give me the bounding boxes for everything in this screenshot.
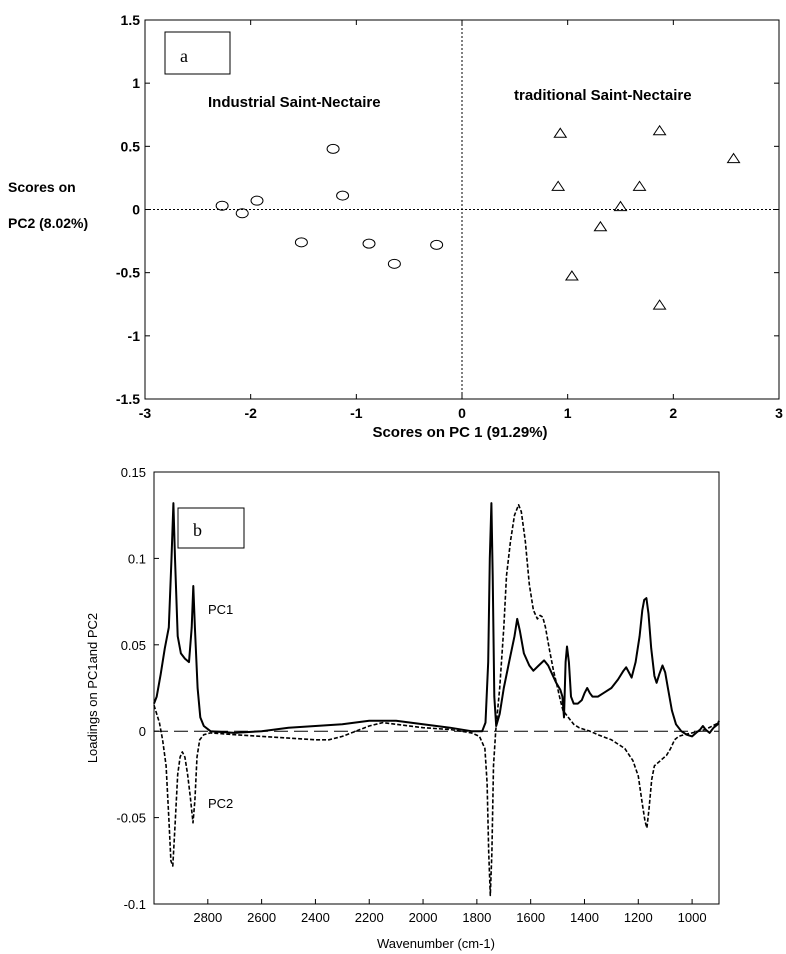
panel-b-x-axis-label: Wavenumber (cm-1) (377, 936, 495, 951)
panel-b-x-axis: 2800 2600 2400 2200 2000 1800 1600 1400 1200 1000 (193, 899, 707, 925)
panel-b-x-tick-label: 2800 (193, 910, 222, 925)
panel-a-y-axis-label-line2: PC2 (8.02%) (8, 215, 88, 231)
panel-b-y-tick-label: -0.05 (116, 811, 146, 826)
panel-b-x-tick-label: 1400 (570, 910, 599, 925)
panel-a-label-box (164, 31, 231, 75)
panel-b-y-tick-label: 0.15 (121, 465, 146, 480)
panel-b-series (153, 502, 720, 897)
traditional-score-point (551, 180, 566, 191)
traditional-score-point (613, 200, 628, 212)
traditional-score-point (632, 180, 647, 191)
industrial-score-point (326, 143, 340, 154)
panel-a-y-axis-label-line1: Scores on (8, 179, 76, 195)
industrial-score-point (235, 208, 249, 219)
panel-a-y-axis: 1.5 1 0.5 0 -0.5 -1 -1.5 (116, 12, 779, 407)
panel-b-x-tick-label: 1800 (462, 910, 491, 925)
panel-a-x-tick-label: 1 (564, 405, 572, 421)
traditional-score-point (726, 152, 741, 164)
panel-b-label-box (177, 507, 245, 549)
panel-a-scores-plot: -3 -2 -1 0 1 2 3 1.5 1 0.5 0 -0.5 -1 -1.5 a Industri… (8, 12, 783, 441)
panel-b-y-tick-label: 0.1 (128, 551, 146, 566)
industrial-group-annotation: Industrial Saint-Nectaire (208, 94, 381, 111)
panel-b-x-tick-label: 2000 (409, 910, 438, 925)
panel-b-y-axis: 0.15 0.1 0.05 0 -0.05 -0.1 (116, 465, 159, 912)
panel-a-y-tick-label: 0.5 (121, 138, 141, 154)
panel-b-x-tick-label: 1000 (678, 910, 707, 925)
panel-a-y-tick-label: -1 (128, 328, 141, 344)
industrial-score-point (362, 238, 376, 249)
panel-a-x-tick-label: 2 (669, 405, 677, 421)
panel-a-label: a (180, 46, 188, 66)
panel-a-x-axis-label: Scores on PC 1 (91.29%) (372, 424, 547, 441)
panel-b-label: b (193, 520, 202, 540)
panel-a-x-tick-label: -1 (350, 405, 363, 421)
pc1-series-label: PC1 (208, 602, 233, 617)
panel-a-y-tick-label: 1.5 (121, 12, 141, 28)
panel-b-plot-frame (153, 471, 720, 905)
panel-a-x-tick-label: -2 (244, 405, 257, 421)
traditional-group-annotation: traditional Saint-Nectaire (514, 87, 692, 104)
panel-a-x-tick-label: 3 (775, 405, 783, 421)
panel-b-y-tick-label: 0.05 (121, 638, 146, 653)
panel-b-x-tick-label: 2600 (247, 910, 276, 925)
industrial-score-point (215, 200, 229, 211)
panel-a-y-tick-label: 1 (132, 75, 140, 91)
panel-b-x-tick-label: 2400 (301, 910, 330, 925)
panel-a-x-tick-label: -3 (139, 405, 152, 421)
industrial-score-point (387, 258, 401, 269)
panel-b-x-tick-label: 1200 (624, 910, 653, 925)
pc2-loadings-line (153, 504, 720, 897)
panel-a-y-tick-label: 0 (132, 202, 140, 218)
panel-b-y-axis-label: Loadings on PC1and PC2 (85, 613, 100, 763)
traditional-score-point (652, 299, 667, 310)
panel-b-loadings-plot: 2800 2600 2400 2200 2000 1800 1600 1400 1200 1000… (85, 465, 720, 951)
panel-a-points (215, 124, 741, 310)
panel-b-x-tick-label: 1600 (516, 910, 545, 925)
industrial-score-point (250, 195, 264, 206)
pc1-loadings-line (153, 502, 720, 738)
traditional-score-point (652, 124, 667, 136)
panel-a-x-tick-label: 0 (458, 405, 466, 421)
panel-b-y-tick-label: -0.1 (124, 897, 146, 912)
panel-b-y-tick-label: 0 (139, 724, 146, 739)
industrial-score-point (430, 239, 444, 250)
traditional-score-point (553, 127, 568, 138)
panel-a-y-tick-label: -0.5 (116, 265, 140, 281)
traditional-score-point (564, 270, 579, 281)
industrial-score-point (336, 190, 350, 201)
pc2-series-label: PC2 (208, 796, 233, 811)
industrial-score-point (294, 237, 308, 248)
panel-a-y-tick-label: -1.5 (116, 391, 140, 407)
traditional-score-point (593, 220, 608, 232)
panel-a-x-axis: -3 -2 -1 0 1 2 3 (139, 20, 783, 421)
panel-b-x-tick-label: 2200 (355, 910, 384, 925)
